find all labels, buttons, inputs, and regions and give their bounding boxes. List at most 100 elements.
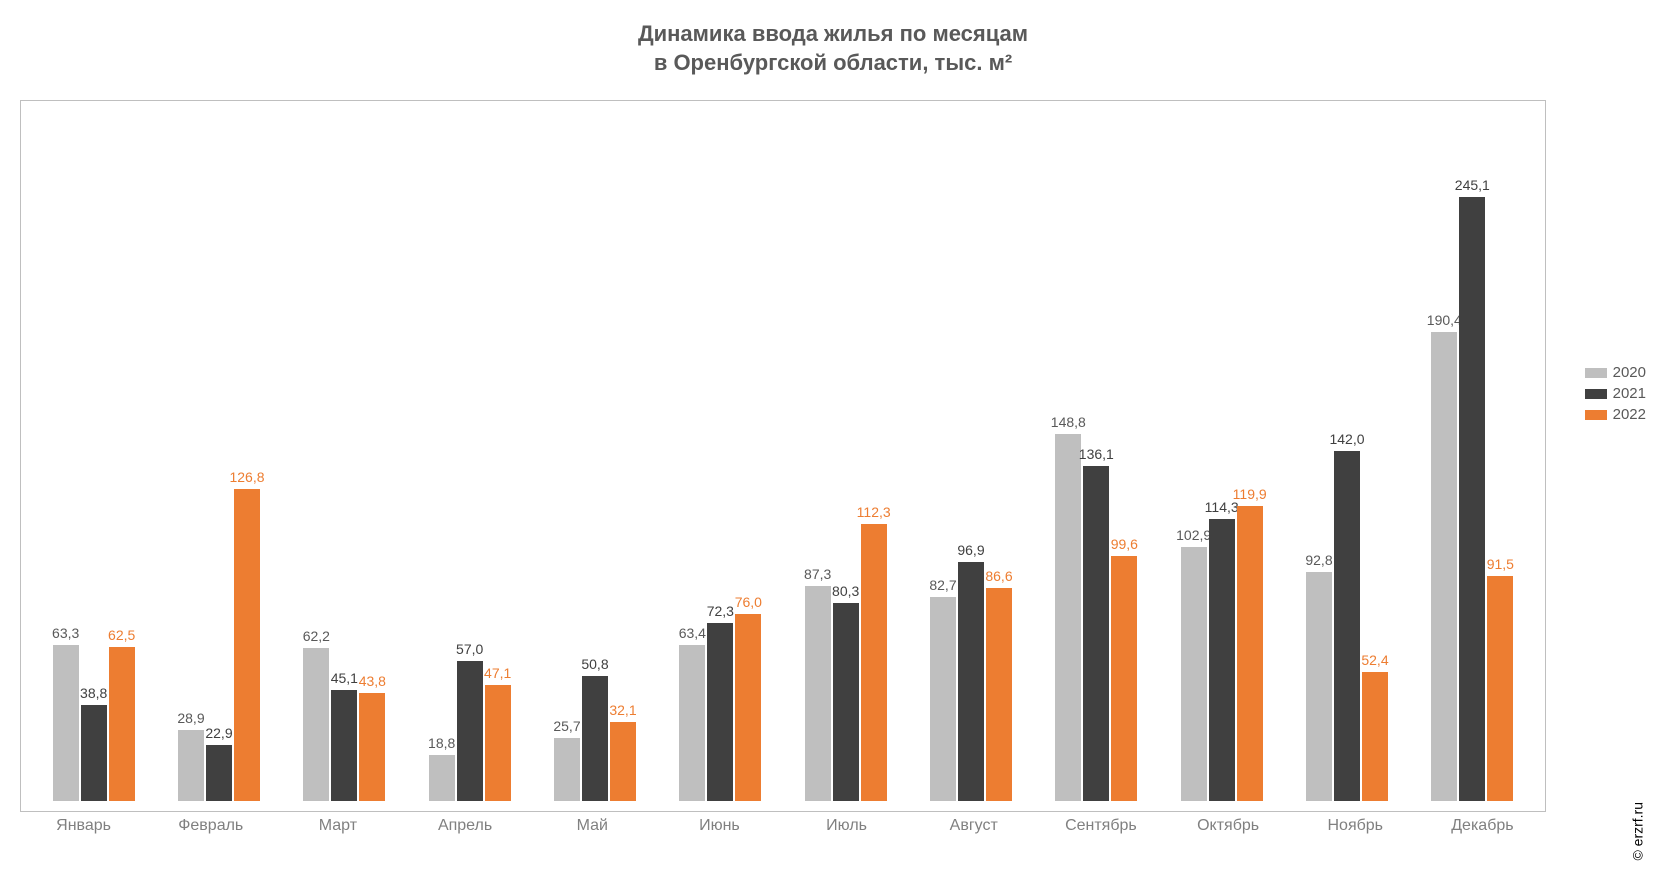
bar-value-label: 112,3 xyxy=(857,504,891,520)
bars-holder: 63,338,862,5 xyxy=(31,111,156,801)
bar-value-label: 63,3 xyxy=(52,625,79,641)
bar: 47,1 xyxy=(485,685,511,801)
bar-value-label: 92,8 xyxy=(1305,552,1332,568)
bar-value-label: 86,6 xyxy=(985,568,1012,584)
bar: 63,3 xyxy=(53,645,79,801)
bar: 45,1 xyxy=(331,690,357,801)
bar-value-label: 63,4 xyxy=(679,625,706,641)
bar: 142,0 xyxy=(1334,451,1360,801)
bars-holder: 148,8136,199,6 xyxy=(1034,111,1159,801)
x-axis-label: Январь xyxy=(56,817,111,835)
month-group: 87,380,3112,3 xyxy=(783,111,908,801)
bar-value-label: 47,1 xyxy=(484,665,511,681)
bar: 126,8 xyxy=(234,489,260,801)
bar: 18,8 xyxy=(429,755,455,801)
bar-value-label: 62,2 xyxy=(303,628,330,644)
bar: 57,0 xyxy=(457,661,483,801)
bar: 38,8 xyxy=(81,705,107,801)
bar: 76,0 xyxy=(735,614,761,801)
bar: 96,9 xyxy=(958,562,984,801)
bar: 102,9 xyxy=(1181,547,1207,801)
bar-value-label: 62,5 xyxy=(108,627,135,643)
bar-value-label: 136,1 xyxy=(1079,446,1114,462)
bar: 62,2 xyxy=(303,648,329,801)
x-axis-label: Август xyxy=(950,817,998,835)
bar-value-label: 119,9 xyxy=(1233,486,1267,502)
bar-value-label: 25,7 xyxy=(553,718,580,734)
chart-title: Динамика ввода жилья по месяцам в Оренбу… xyxy=(0,20,1666,77)
bars-holder: 82,796,986,6 xyxy=(908,111,1033,801)
bar: 82,7 xyxy=(930,597,956,801)
bar: 99,6 xyxy=(1111,556,1137,801)
legend-swatch xyxy=(1585,389,1607,399)
bar-value-label: 28,9 xyxy=(177,710,204,726)
bar-value-label: 50,8 xyxy=(581,656,608,672)
x-axis-label: Ноябрь xyxy=(1327,817,1383,835)
bar: 91,5 xyxy=(1487,576,1513,801)
x-axis-labels: ЯнварьФевральМартАпрельМайИюньИюльАвгуст… xyxy=(20,817,1546,847)
bar: 80,3 xyxy=(833,603,859,801)
bar: 190,4 xyxy=(1431,332,1457,801)
x-axis-label: Июнь xyxy=(699,817,740,835)
bar: 25,7 xyxy=(554,738,580,801)
plot-area: 63,338,862,528,922,9126,862,245,143,818,… xyxy=(20,100,1546,812)
bar: 87,3 xyxy=(805,586,831,801)
month-group: 190,4245,191,5 xyxy=(1410,111,1535,801)
title-line-2: в Оренбургской области, тыс. м² xyxy=(0,49,1666,78)
legend-label: 2020 xyxy=(1613,364,1646,381)
bar-value-label: 99,6 xyxy=(1111,536,1138,552)
x-axis-label: Март xyxy=(319,817,357,835)
bar-value-label: 38,8 xyxy=(80,685,107,701)
bars-holder: 190,4245,191,5 xyxy=(1410,111,1535,801)
bar-value-label: 142,0 xyxy=(1329,431,1364,447)
bar: 62,5 xyxy=(109,647,135,801)
legend-item: 2022 xyxy=(1585,406,1646,423)
bar-value-label: 72,3 xyxy=(707,603,734,619)
bar-value-label: 18,8 xyxy=(428,735,455,751)
legend-label: 2022 xyxy=(1613,406,1646,423)
month-group: 63,472,376,0 xyxy=(658,111,783,801)
bar-value-label: 57,0 xyxy=(456,641,483,657)
bar: 22,9 xyxy=(206,745,232,801)
bars-holder: 63,472,376,0 xyxy=(658,111,783,801)
legend-swatch xyxy=(1585,410,1607,420)
bar: 32,1 xyxy=(610,722,636,801)
legend-swatch xyxy=(1585,368,1607,378)
bar-value-label: 22,9 xyxy=(205,725,232,741)
bar-value-label: 76,0 xyxy=(735,594,762,610)
bar: 63,4 xyxy=(679,645,705,801)
legend-label: 2021 xyxy=(1613,385,1646,402)
bar: 245,1 xyxy=(1459,197,1485,801)
bar: 92,8 xyxy=(1306,572,1332,801)
bar-value-label: 32,1 xyxy=(609,702,636,718)
bar-value-label: 45,1 xyxy=(331,670,358,686)
bar: 72,3 xyxy=(707,623,733,801)
legend: 2020 2021 2022 xyxy=(1585,360,1646,427)
bar-value-label: 148,8 xyxy=(1051,414,1086,430)
bar: 148,8 xyxy=(1055,434,1081,801)
chart-container: Динамика ввода жилья по месяцам в Оренбу… xyxy=(0,0,1666,872)
bar: 43,8 xyxy=(359,693,385,801)
bar-value-label: 80,3 xyxy=(832,583,859,599)
bars-holder: 62,245,143,8 xyxy=(282,111,407,801)
bar-value-label: 190,4 xyxy=(1427,312,1462,328)
bar-value-label: 87,3 xyxy=(804,566,831,582)
month-group: 92,8142,052,4 xyxy=(1284,111,1409,801)
bars-holder: 28,922,9126,8 xyxy=(156,111,281,801)
x-axis-label: Декабрь xyxy=(1451,817,1513,835)
month-group: 148,8136,199,6 xyxy=(1034,111,1159,801)
bars-holder: 102,9114,3 119,9 xyxy=(1159,111,1284,801)
month-group: 62,245,143,8 xyxy=(282,111,407,801)
title-line-1: Динамика ввода жилья по месяцам xyxy=(0,20,1666,49)
x-axis-label: Октябрь xyxy=(1197,817,1259,835)
bar-value-label: 91,5 xyxy=(1487,556,1514,572)
bars-holder: 92,8142,052,4 xyxy=(1284,111,1409,801)
bar: 112,3 xyxy=(861,524,887,801)
x-axis-label: Апрель xyxy=(438,817,492,835)
month-group: 25,7 50,8 32,1 xyxy=(532,111,657,801)
bar-value-label: 43,8 xyxy=(359,673,386,689)
bar-value-label: 102,9 xyxy=(1176,527,1211,543)
bar: 114,3 xyxy=(1209,519,1235,801)
bar: 52,4 xyxy=(1362,672,1388,801)
bars-holder: 18,857,047,1 xyxy=(407,111,532,801)
